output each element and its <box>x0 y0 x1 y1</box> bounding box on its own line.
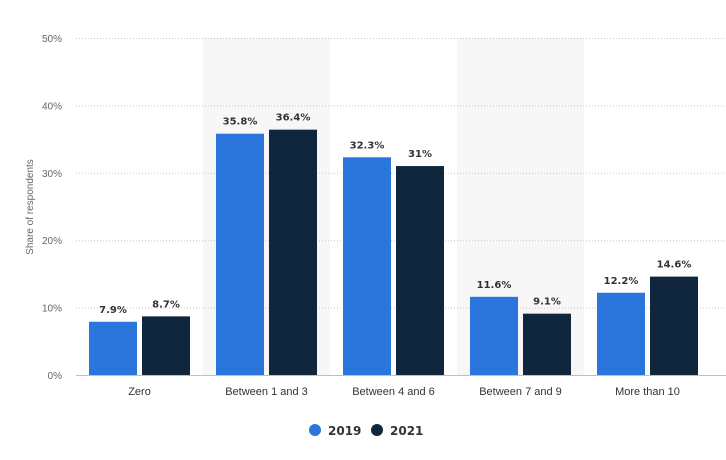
x-category-label: Between 7 and 9 <box>479 386 562 398</box>
legend-marker <box>371 424 383 436</box>
bars <box>89 129 698 375</box>
bar-2019-2[interactable] <box>343 157 391 375</box>
data-label: 12.2% <box>604 276 639 287</box>
legend-label: 2019 <box>328 424 361 438</box>
data-label: 8.7% <box>152 299 180 310</box>
data-label: 31% <box>408 149 432 160</box>
y-axis-label: Share of respondents <box>25 159 36 255</box>
data-label: 14.6% <box>657 260 692 271</box>
x-category-label: Zero <box>128 386 151 398</box>
data-label: 35.8% <box>223 117 258 128</box>
data-label: 9.1% <box>533 297 561 308</box>
bar-2021-3[interactable] <box>523 313 571 375</box>
legend-item-2021[interactable]: 2021 <box>371 424 423 438</box>
y-tick-label: 10% <box>42 304 62 315</box>
bar-2021-0[interactable] <box>142 316 190 375</box>
y-tick-label: 0% <box>48 371 63 382</box>
bar-2019-4[interactable] <box>597 292 645 375</box>
data-label: 32.3% <box>350 140 385 151</box>
legend: 2019 2021 <box>309 424 423 438</box>
bar-2019-1[interactable] <box>216 133 264 375</box>
y-axis-ticks: 0% 10% 20% 30% 40% 50% <box>42 34 62 382</box>
bar-2021-2[interactable] <box>396 166 444 375</box>
x-axis-categories: Zero Between 1 and 3 Between 4 and 6 Betwee… <box>128 386 680 398</box>
legend-label: 2021 <box>390 424 423 438</box>
legend-marker <box>309 424 321 436</box>
bar-2019-3[interactable] <box>470 296 518 375</box>
y-tick-label: 40% <box>42 101 62 112</box>
data-label: 36.4% <box>276 113 311 124</box>
x-category-label: Between 4 and 6 <box>352 386 435 398</box>
bar-2021-4[interactable] <box>650 276 698 375</box>
y-tick-label: 30% <box>42 169 62 180</box>
x-category-label: More than 10 <box>615 386 680 398</box>
y-tick-label: 50% <box>42 34 62 45</box>
bar-2019-0[interactable] <box>89 321 137 375</box>
y-tick-label: 20% <box>42 236 62 247</box>
x-category-label: Between 1 and 3 <box>225 386 308 398</box>
data-labels: 7.9% 8.7% 35.8% 36.4% 32.3% 31% 11.6% 9.1% 12.2%… <box>99 113 691 316</box>
legend-item-2019[interactable]: 2019 <box>309 424 361 438</box>
bar-2021-1[interactable] <box>269 129 317 375</box>
data-label: 7.9% <box>99 305 127 316</box>
data-label: 11.6% <box>477 280 512 291</box>
